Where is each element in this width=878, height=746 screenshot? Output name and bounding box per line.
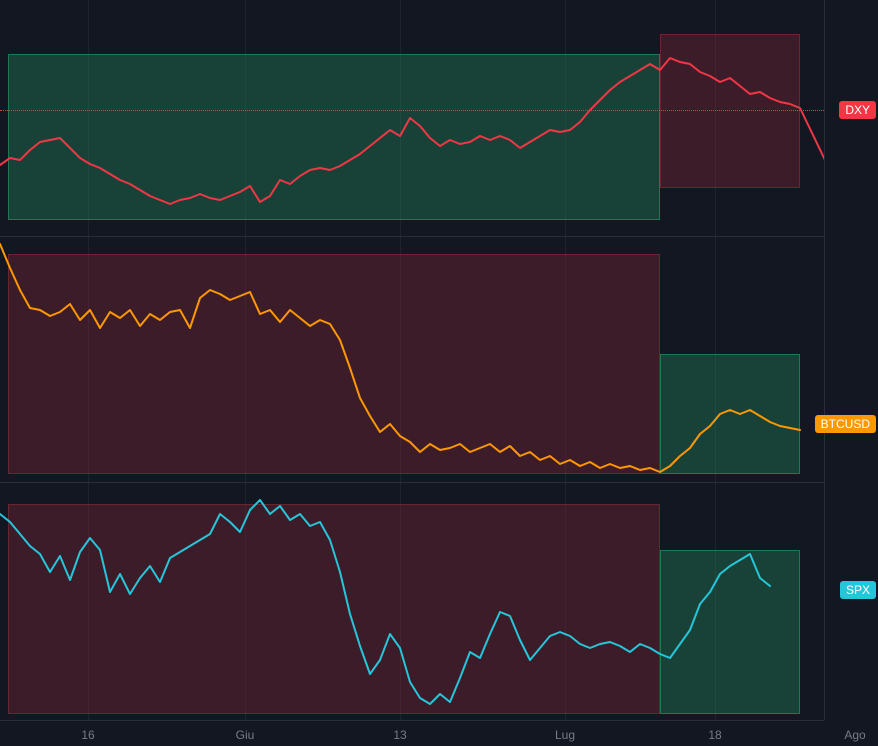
- dxy-panel[interactable]: [0, 0, 824, 236]
- time-tick-label: 16: [81, 728, 94, 742]
- spx-panel[interactable]: [0, 484, 824, 718]
- ticker-badge-dxy: DXY: [839, 101, 876, 119]
- time-tick-label: Lug: [555, 728, 575, 742]
- zone-bullish: [660, 354, 800, 474]
- zone-bearish: [660, 34, 800, 188]
- ticker-badge-spx: SPX: [840, 581, 876, 599]
- reference-price-line: [0, 110, 824, 111]
- chart-area[interactable]: [0, 0, 824, 720]
- btcusd-panel[interactable]: [0, 238, 824, 482]
- ticker-badge-btcusd: BTCUSD: [815, 415, 876, 433]
- panel-separator: [0, 482, 824, 483]
- zone-bullish: [8, 54, 660, 220]
- time-tick-label: 13: [393, 728, 406, 742]
- time-axis: 16Giu13Lug18Ago: [0, 720, 824, 746]
- zone-bullish: [660, 550, 800, 714]
- time-tick-label: Ago: [844, 728, 865, 742]
- zone-bearish: [8, 504, 660, 714]
- time-tick-label: 18: [708, 728, 721, 742]
- right-axis: DXYBTCUSDSPX: [824, 0, 878, 720]
- time-tick-label: Giu: [236, 728, 255, 742]
- panel-separator: [0, 236, 824, 237]
- zone-bearish: [8, 254, 660, 474]
